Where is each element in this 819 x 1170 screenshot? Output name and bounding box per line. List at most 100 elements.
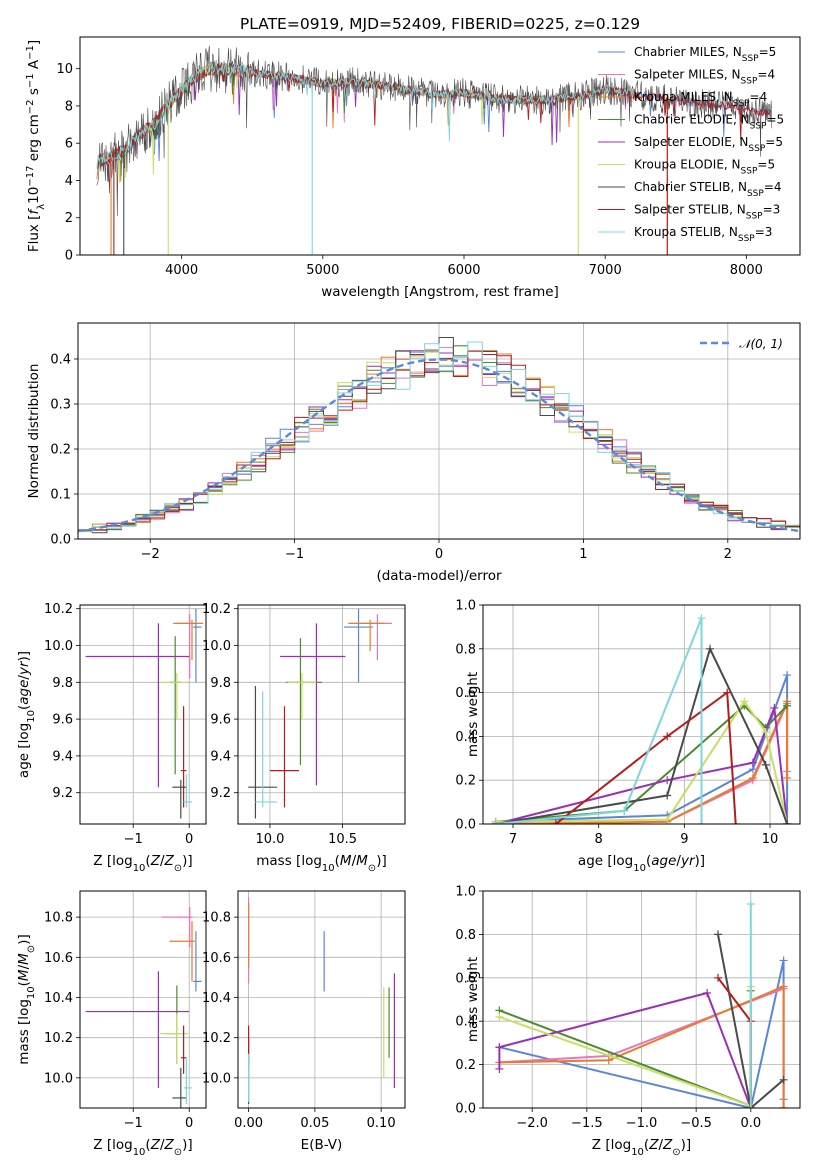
x-tick-label: 10.0	[255, 832, 284, 847]
mass-vs-metallicity-panel: −1 0 10.0 10.2 10.4 10.6 10.8 Z [log10(Z/Z⊙)] ma…	[16, 890, 207, 1158]
y-tick-label: 10.2	[44, 602, 73, 617]
x-axis-label: Z [log10(Z/Z⊙)]	[93, 1137, 192, 1158]
weight-marker	[706, 644, 715, 653]
weight-marker	[740, 697, 749, 706]
y-axis-label: mass weight	[465, 672, 481, 757]
weight-marker	[761, 760, 770, 769]
y-tick-label: 10	[56, 62, 73, 77]
legend-label: Chabrier MILES, NSSP=5	[634, 45, 776, 64]
y-tick-label: 0.4	[455, 1015, 476, 1030]
y-tick-label: 0.4	[50, 353, 71, 368]
legend-label: Kroupa ELODIE, NSSP=5	[634, 158, 775, 177]
weight-marker	[703, 988, 712, 997]
figure-title: PLATE=0919, MJD=52409, FIBERID=0225, z=0…	[240, 15, 640, 33]
x-tick-label: −0.5	[680, 1116, 712, 1131]
x-tick-label: −2.0	[516, 1116, 548, 1131]
weight-marker	[770, 703, 779, 712]
weight-marker	[551, 820, 560, 824]
histogram-series	[78, 341, 800, 533]
weight-marker	[723, 688, 732, 697]
y-tick-label: 0.6	[455, 971, 476, 986]
plot-body	[491, 614, 792, 824]
x-tick-label: −1.0	[626, 1116, 658, 1131]
spectrum-panel: 4000 5000 6000 7000 8000 0 2 4 6 8 10 wavelength [A…	[25, 36, 801, 300]
y-tick-label: 6	[65, 137, 73, 152]
weight-marker	[604, 1056, 613, 1065]
weight-line	[498, 991, 752, 1108]
x-tick-label: 5000	[306, 263, 339, 278]
weight-marker	[495, 1064, 504, 1073]
weight-marker	[714, 930, 723, 939]
y-tick-label: 9.8	[210, 676, 231, 691]
weight-marker	[783, 820, 792, 824]
weight-line	[495, 674, 789, 824]
plot-body	[248, 608, 392, 819]
y-tick-label: 10.0	[202, 1071, 231, 1086]
x-axis-label: mass [log10(M/M⊙)]	[256, 853, 386, 874]
y-tick-label: 10.4	[44, 991, 73, 1006]
age-vs-mass-panel: 10.0 10.5 9.2 9.4 9.6 9.8 10.0 10.2 mass [log10(…	[202, 602, 406, 874]
massweight-vs-metallicity-panel: −2.0 −1.5 −1.0 −0.5 0.0 0.0 0.2 0.4 0.6 0.8 1.0 Z […	[455, 885, 801, 1158]
y-tick-label: 10.0	[202, 639, 231, 654]
y-tick-label: 0.3	[50, 398, 71, 413]
y-tick-label: 2	[65, 211, 73, 226]
legend-label: Kroupa MILES, NSSP=4	[634, 90, 767, 109]
axes-frame	[237, 890, 406, 1109]
weight-line	[555, 690, 737, 824]
y-axis-label: mass weight	[465, 957, 481, 1042]
legend-label: Salpeter STELIB, NSSP=3	[634, 203, 780, 222]
y-tick-label: 10.4	[202, 991, 231, 1006]
residual-histogram-panel: −2 −1 0 1 2 0.0 0.1 0.2 0.3 0.4 𝒩(0, 1) (data-model…	[26, 322, 801, 584]
y-tick-label: 0.0	[50, 533, 71, 548]
weight-marker	[697, 614, 706, 623]
weight-marker	[495, 1012, 504, 1021]
weight-marker	[783, 701, 792, 710]
weight-marker	[620, 806, 629, 815]
axes-frame	[79, 604, 207, 825]
x-tick-label: 0.05	[300, 1116, 329, 1131]
y-tick-label: 0.6	[455, 686, 476, 701]
x-tick-label: 6000	[447, 263, 480, 278]
y-tick-label: 4	[65, 174, 73, 189]
axes-overlay: −2 −1 0 1 2 0.0 0.1 0.2 0.3 0.4 𝒩(0, 1) (data-model…	[26, 322, 801, 584]
x-tick-label: 0.00	[234, 1116, 263, 1131]
y-tick-label: 0.8	[455, 928, 476, 943]
x-tick-label: 0.10	[367, 1116, 396, 1131]
weight-marker	[748, 758, 757, 767]
y-tick-label: 10.2	[202, 602, 231, 617]
x-axis-label: wavelength [Angstrom, rest frame]	[321, 284, 559, 300]
y-tick-label: 0.8	[455, 642, 476, 657]
x-axis-label: age [log10(age/yr)]	[578, 853, 705, 874]
y-tick-label: 9.2	[52, 786, 73, 801]
y-tick-label: 0.1	[50, 488, 71, 503]
y-tick-label: 0.0	[455, 818, 476, 833]
x-tick-label: 0	[185, 1116, 193, 1131]
x-tick-label: 10.5	[328, 832, 357, 847]
x-tick-label: 0.0	[740, 1116, 761, 1131]
weight-marker	[783, 671, 792, 680]
y-tick-label: 9.6	[210, 713, 231, 728]
y-tick-label: 0.2	[50, 443, 71, 458]
axes-frame	[482, 604, 801, 825]
y-tick-label: 0.0	[455, 1102, 476, 1117]
y-tick-label: 9.8	[52, 676, 73, 691]
x-tick-label: 1	[579, 547, 587, 562]
weight-marker	[663, 815, 672, 824]
y-tick-label: 0.2	[455, 774, 476, 789]
massweight-vs-age-panel: 7 8 9 10 0.0 0.2 0.4 0.6 0.8 1.0 age [log10(age/yr…	[455, 599, 801, 874]
y-tick-label: 1.0	[455, 599, 476, 614]
x-tick-label: 9	[680, 832, 688, 847]
x-tick-label: −1.5	[571, 1116, 603, 1131]
legend-label: Chabrier STELIB, NSSP=4	[634, 180, 782, 199]
x-tick-label: 2	[724, 547, 732, 562]
y-tick-label: 0	[65, 249, 73, 264]
y-tick-label: 10.0	[44, 639, 73, 654]
weight-marker	[746, 1104, 755, 1108]
legend-label: Kroupa STELIB, NSSP=3	[634, 225, 772, 244]
axes-frame	[79, 890, 207, 1109]
legend-label: 𝒩(0, 1)	[739, 337, 783, 351]
legend-label: Salpeter MILES, NSSP=4	[634, 68, 775, 87]
plot-body	[85, 907, 202, 1108]
axes-frame	[237, 604, 406, 825]
weight-line	[717, 977, 752, 1108]
